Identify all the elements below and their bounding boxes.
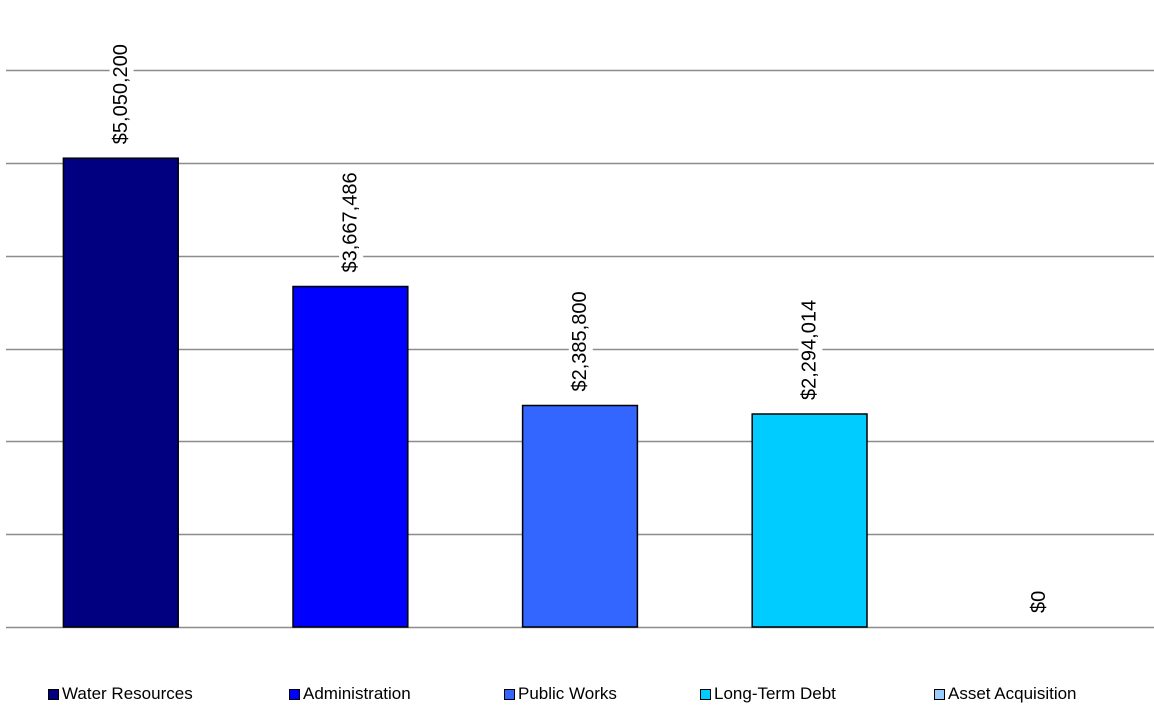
legend-item-public-works: Public Works	[504, 684, 617, 704]
legend-swatch-administration	[289, 688, 300, 700]
legend-label: Administration	[303, 684, 411, 703]
data-label-background	[798, 295, 823, 404]
data-label: $3,667,486	[339, 172, 361, 272]
legend-label: Public Works	[518, 684, 617, 703]
data-label: $5,050,200	[110, 44, 132, 144]
data-label-background	[1028, 586, 1052, 618]
data-label-background	[568, 287, 593, 396]
legend-item-water-resources: Water Resources	[48, 684, 193, 704]
legend-label: Asset Acquisition	[948, 684, 1077, 703]
bar-public-works	[521, 404, 639, 628]
legend-item-administration: Administration	[289, 684, 411, 704]
legend: Water Resources Administration Public Wo…	[0, 684, 1154, 708]
legend-item-asset-acquisition: Asset Acquisition	[934, 684, 1077, 704]
legend-swatch-public-works	[504, 688, 515, 700]
data-label: $2,385,800	[569, 291, 591, 391]
data-labels: $5,050,200 $3,667,486 $2,385,800 $2,294,014…	[109, 40, 1052, 618]
legend-item-long-term-debt: Long-Term Debt	[700, 684, 836, 704]
legend-swatch-asset-acquisition	[934, 688, 945, 700]
data-label: $0	[1028, 591, 1050, 613]
bar-long-term-debt	[751, 413, 868, 628]
data-label: $2,294,014	[799, 300, 821, 400]
legend-swatch-water-resources	[48, 688, 59, 700]
bar-water-resources	[62, 157, 179, 628]
bar-administration	[292, 285, 409, 628]
legend-label: Water Resources	[62, 684, 193, 703]
legend-label: Long-Term Debt	[714, 684, 836, 703]
data-label-background	[339, 168, 364, 277]
bars	[62, 157, 868, 628]
legend-swatch-long-term-debt	[700, 688, 711, 700]
data-label-background	[109, 40, 134, 149]
